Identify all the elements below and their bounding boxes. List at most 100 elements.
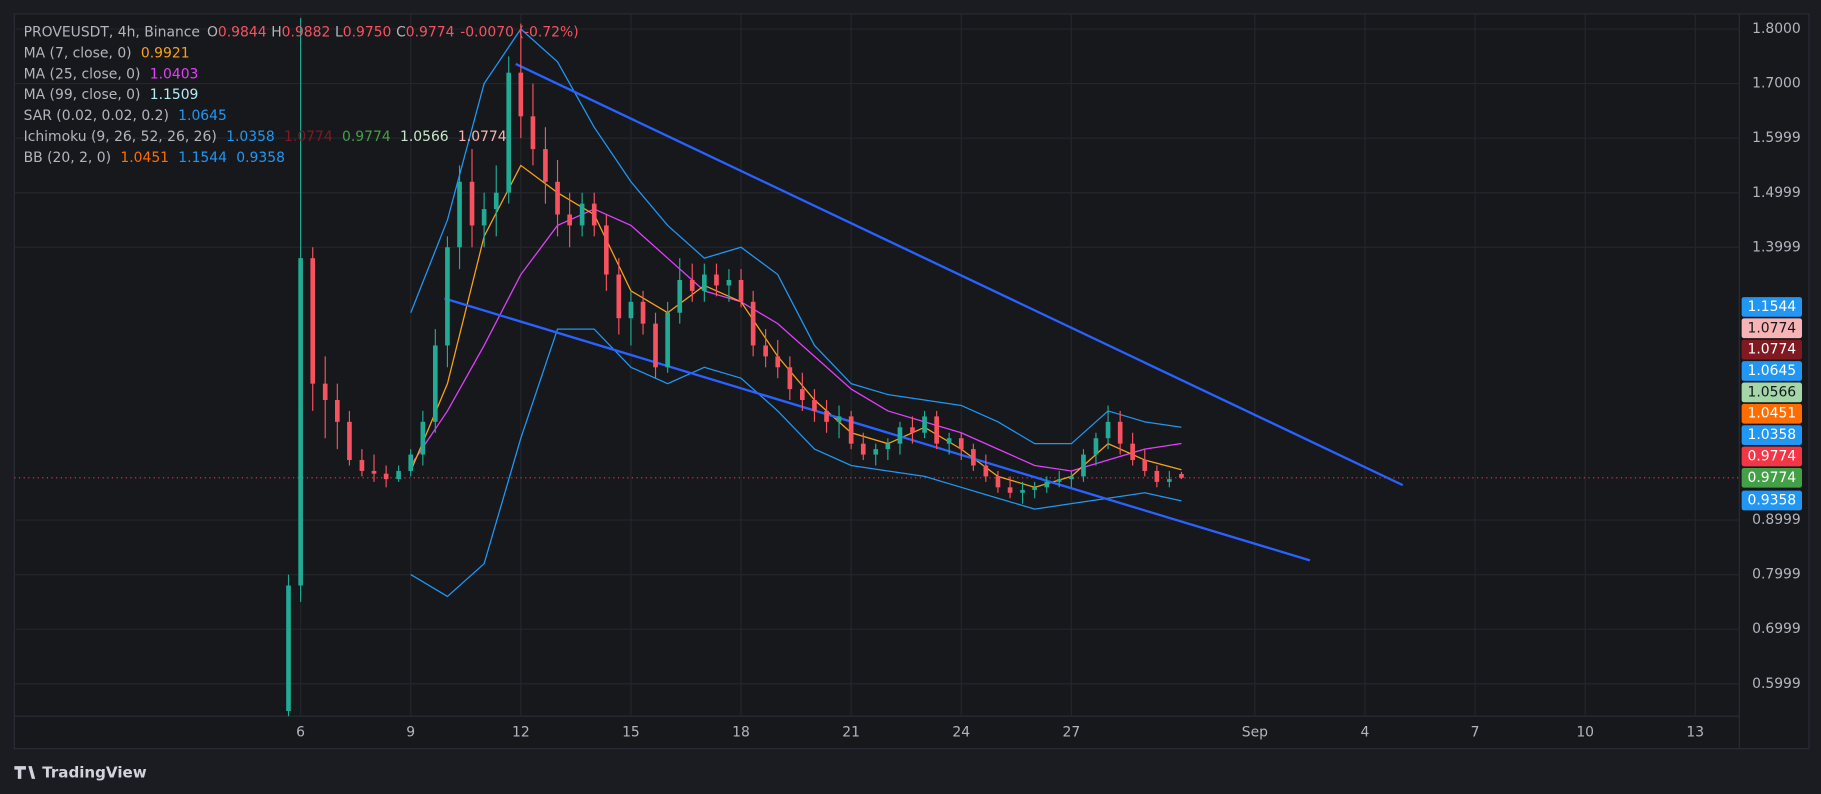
ohlc-value: 0.9774 [406, 25, 455, 41]
candle-body [714, 274, 719, 286]
price-tag-label: 0.9358 [1747, 493, 1796, 509]
indicator-value: 0.9921 [141, 45, 190, 61]
price-tag [1741, 318, 1803, 339]
indicator-name: SAR (0.02, 0.02, 0.2) [24, 108, 169, 124]
candle-body [885, 443, 891, 450]
indicator-line [410, 328, 1182, 598]
candle-body [1056, 479, 1062, 482]
ohlc-value: 0.9844 [218, 25, 267, 41]
ohlc-key: C [396, 25, 406, 41]
price-tag [1741, 446, 1803, 467]
candle-body [555, 181, 560, 215]
y-tick-label: 1.3999 [1752, 239, 1801, 255]
price-tag-label: 1.0645 [1747, 363, 1796, 379]
candle-body [800, 389, 805, 401]
candle-body [567, 214, 572, 226]
ohlc-key: H [271, 25, 281, 41]
price-tag-label: 1.0358 [1747, 427, 1796, 443]
indicator-value: 0.9358 [236, 150, 285, 166]
candle-body [371, 470, 377, 474]
candle-body [750, 301, 756, 346]
price-tag-label: 1.0774 [1747, 342, 1796, 358]
indicator-legend: MA (99, close, 0) 1.1509 [24, 87, 199, 103]
candle-body [310, 258, 316, 384]
candle-body [1179, 473, 1184, 478]
candle-body [445, 247, 450, 346]
candle-body [934, 416, 939, 444]
indicator-value: 1.0774 [458, 129, 507, 145]
candle-body [359, 460, 365, 471]
candle-body [383, 473, 389, 480]
indicator-value: 1.0358 [226, 129, 275, 145]
candle-body [1020, 490, 1025, 493]
candle-body [591, 203, 597, 226]
y-tick-label: 1.7000 [1752, 76, 1801, 92]
candle-body [787, 367, 793, 390]
indicator-legend: Ichimoku (9, 26, 52, 26, 26) 1.0358 1.0774… [24, 129, 507, 145]
candle-body [726, 279, 732, 286]
candle-body [971, 449, 976, 466]
candle-body [432, 345, 438, 422]
candle-body [775, 356, 781, 368]
candle-body [493, 192, 499, 210]
price-tag-label: 1.0774 [1747, 320, 1796, 336]
price-tag [1741, 467, 1803, 488]
candle-body [518, 72, 524, 117]
x-tick-label: Sep [1242, 724, 1268, 740]
y-tick-label: 0.8999 [1752, 512, 1801, 528]
ohlc-key: O [207, 25, 218, 41]
candle-body [506, 72, 512, 193]
candle-body [1093, 438, 1099, 455]
price-tag [1741, 339, 1803, 360]
candle-body [469, 181, 475, 226]
indicator-value: 1.0774 [284, 129, 333, 145]
candle-body [1130, 443, 1135, 461]
candle-body [616, 274, 622, 319]
candle-body [1044, 481, 1050, 488]
candle-body [1154, 470, 1160, 482]
change-pct: (-0.72%) [519, 25, 579, 41]
candle-body [665, 312, 670, 368]
indicator-line [410, 208, 1182, 472]
indicator-legend: MA (25, close, 0) 1.0403 [24, 66, 199, 82]
candle-body [910, 427, 915, 433]
symbol: PROVEUSDT, 4h, Binance [24, 25, 200, 41]
candle-body [995, 476, 1001, 488]
x-tick-label: 6 [296, 724, 305, 740]
candle-body [848, 416, 854, 444]
indicator-value: 1.1544 [178, 150, 227, 166]
indicator-name: MA (25, close, 0) [24, 66, 141, 82]
candle-body [322, 383, 328, 401]
candle-body [1032, 487, 1037, 491]
candle-body [873, 449, 879, 455]
legend-header: PROVEUSDT, 4h, Binance O0.9844 H0.9882 L0.9… [24, 25, 579, 41]
x-tick-label: 18 [732, 724, 750, 740]
candle-body [1081, 454, 1086, 477]
candle-body [1117, 421, 1123, 444]
price-tag [1741, 403, 1803, 424]
candle-body [543, 149, 548, 182]
y-tick-label: 0.6999 [1752, 621, 1801, 637]
candle-body [347, 421, 352, 461]
indicator-name: MA (99, close, 0) [24, 87, 141, 103]
candle-body [946, 438, 952, 444]
candle-body [298, 258, 303, 586]
candle-body [530, 116, 536, 150]
indicator-legend: BB (20, 2, 0) 1.0451 1.1544 0.9358 [24, 150, 285, 166]
candle-body [763, 345, 768, 357]
chart-pane [13, 13, 1810, 750]
indicator-value: 1.0566 [400, 129, 449, 145]
candle-body [1142, 460, 1148, 471]
price-tag-label: 0.9774 [1747, 448, 1796, 464]
x-tick-label: 15 [622, 724, 640, 740]
price-tag [1741, 490, 1803, 511]
price-tag [1741, 382, 1803, 403]
candle-body [396, 470, 401, 480]
candle-body [983, 465, 989, 477]
indicator-legend: SAR (0.02, 0.02, 0.2) 1.0645 [24, 108, 227, 124]
candle-body [481, 209, 487, 226]
x-tick-label: 13 [1686, 724, 1704, 740]
candle-body [689, 279, 695, 291]
price-tag [1741, 425, 1803, 445]
